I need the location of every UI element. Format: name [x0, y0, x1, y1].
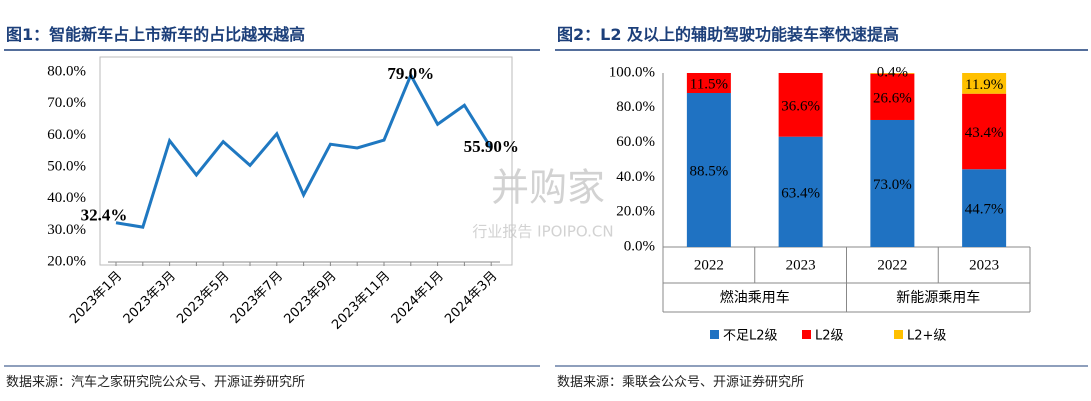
source: 数据来源：汽车之家研究院公众号、开源证券研究所: [6, 374, 305, 390]
y-tick-label: 30.0%: [47, 222, 86, 238]
bar: [962, 73, 1007, 94]
bar: [870, 73, 915, 74]
x-tick-label: 2024年1月: [389, 269, 447, 327]
value-label: 0.4%: [877, 64, 908, 80]
chart-title: 图1：智能新车占上市新车的占比越来越高: [6, 25, 305, 44]
x-tick-label: 2024年3月: [442, 269, 500, 327]
legend-label: L2级: [815, 329, 844, 344]
x-tick-label: 2023: [786, 257, 816, 273]
bar: [778, 73, 823, 137]
legend-swatch: [802, 330, 811, 339]
x-tick-label: 2023年11月: [329, 269, 393, 333]
value-label: 11.5%: [690, 76, 728, 92]
x-tick-label: 2022: [694, 257, 724, 273]
y-tick-label: 60.0%: [616, 134, 655, 150]
x-tick-label: 2022: [877, 257, 907, 273]
y-tick-label: 70.0%: [47, 95, 86, 111]
y-tick-label: 20.0%: [616, 204, 655, 220]
value-label: 73.0%: [873, 177, 912, 193]
value-label: 79.0%: [387, 64, 434, 83]
legend-label: L2+级: [907, 329, 946, 344]
legend-label: 不足L2级: [723, 329, 778, 344]
bar: [870, 119, 915, 247]
x-tick-label: 2023年9月: [281, 269, 339, 327]
watermark: 并购家: [491, 166, 605, 210]
source: 数据来源：乘联会公众号、开源证券研究所: [557, 374, 804, 390]
y-tick-label: 80.0%: [616, 99, 655, 115]
group-label: 燃油乘用车: [720, 289, 790, 306]
value-label: 32.4%: [81, 206, 128, 225]
legend-swatch: [710, 330, 719, 339]
y-tick-label: 80.0%: [47, 63, 86, 79]
value-label: 44.7%: [965, 202, 1004, 218]
x-tick-label: 2023年7月: [228, 269, 286, 327]
value-label: 36.6%: [781, 98, 820, 114]
legend-swatch: [894, 330, 903, 339]
y-tick-label: 40.0%: [47, 190, 86, 206]
value-label: 88.5%: [690, 163, 729, 179]
bar: [962, 93, 1007, 170]
bar: [686, 73, 731, 94]
y-tick-label: 40.0%: [616, 169, 655, 185]
value-label: 55.90%: [464, 137, 519, 156]
y-tick-label: 100.0%: [609, 64, 655, 80]
x-tick-label: 2023年3月: [121, 269, 179, 327]
x-tick-label: 2023年1月: [67, 269, 125, 327]
value-label: 43.4%: [965, 125, 1004, 141]
x-tick-label: 2023年5月: [174, 269, 232, 327]
watermark-sub: 行业报告 IPOIPO.CN: [472, 223, 613, 241]
chart-title: 图2：L2 及以上的辅助驾驶功能装车率快速提高: [557, 25, 899, 44]
y-tick-label: 50.0%: [47, 158, 86, 174]
bar: [778, 136, 823, 247]
group-label: 新能源乘用车: [896, 289, 980, 306]
plot-frame: [99, 56, 513, 266]
x-tick-label: 2023: [969, 257, 999, 273]
y-tick-label: 60.0%: [47, 127, 86, 143]
value-label: 11.9%: [965, 77, 1003, 93]
bar: [962, 169, 1007, 247]
bar: [686, 93, 731, 247]
value-label: 26.6%: [873, 90, 912, 106]
bar: [870, 73, 915, 120]
value-label: 63.4%: [781, 185, 820, 201]
y-tick-label: 20.0%: [47, 253, 86, 269]
y-tick-label: 0.0%: [624, 238, 655, 254]
line: [115, 71, 493, 229]
